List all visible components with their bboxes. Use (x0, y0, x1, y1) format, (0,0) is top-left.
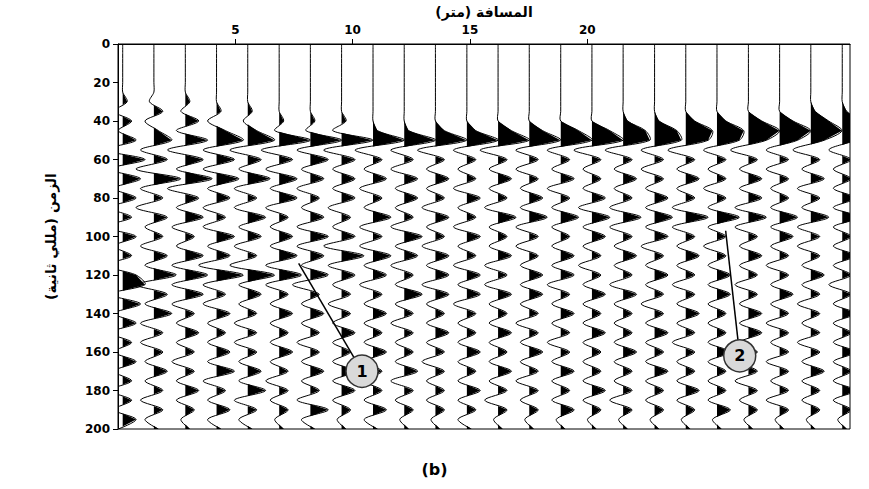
svg-text:180: 180 (85, 384, 110, 398)
svg-text:الزمن (مللي ثانية): الزمن (مللي ثانية) (43, 173, 60, 300)
svg-text:80: 80 (93, 191, 110, 205)
svg-text:(b): (b) (421, 460, 447, 479)
svg-text:المسافة (متر): المسافة (متر) (435, 4, 532, 21)
svg-text:2: 2 (734, 346, 745, 365)
svg-text:100: 100 (85, 230, 110, 244)
svg-text:40: 40 (93, 114, 110, 128)
svg-text:5: 5 (231, 23, 239, 37)
svg-text:140: 140 (85, 307, 110, 321)
svg-text:200: 200 (85, 422, 110, 436)
svg-text:160: 160 (85, 345, 110, 359)
svg-text:0: 0 (102, 37, 110, 51)
svg-text:20: 20 (579, 23, 596, 37)
svg-text:10: 10 (344, 23, 361, 37)
svg-text:1: 1 (356, 362, 367, 381)
svg-text:15: 15 (462, 23, 479, 37)
svg-text:60: 60 (93, 153, 110, 167)
svg-text:20: 20 (93, 76, 110, 90)
svg-text:120: 120 (85, 268, 110, 282)
